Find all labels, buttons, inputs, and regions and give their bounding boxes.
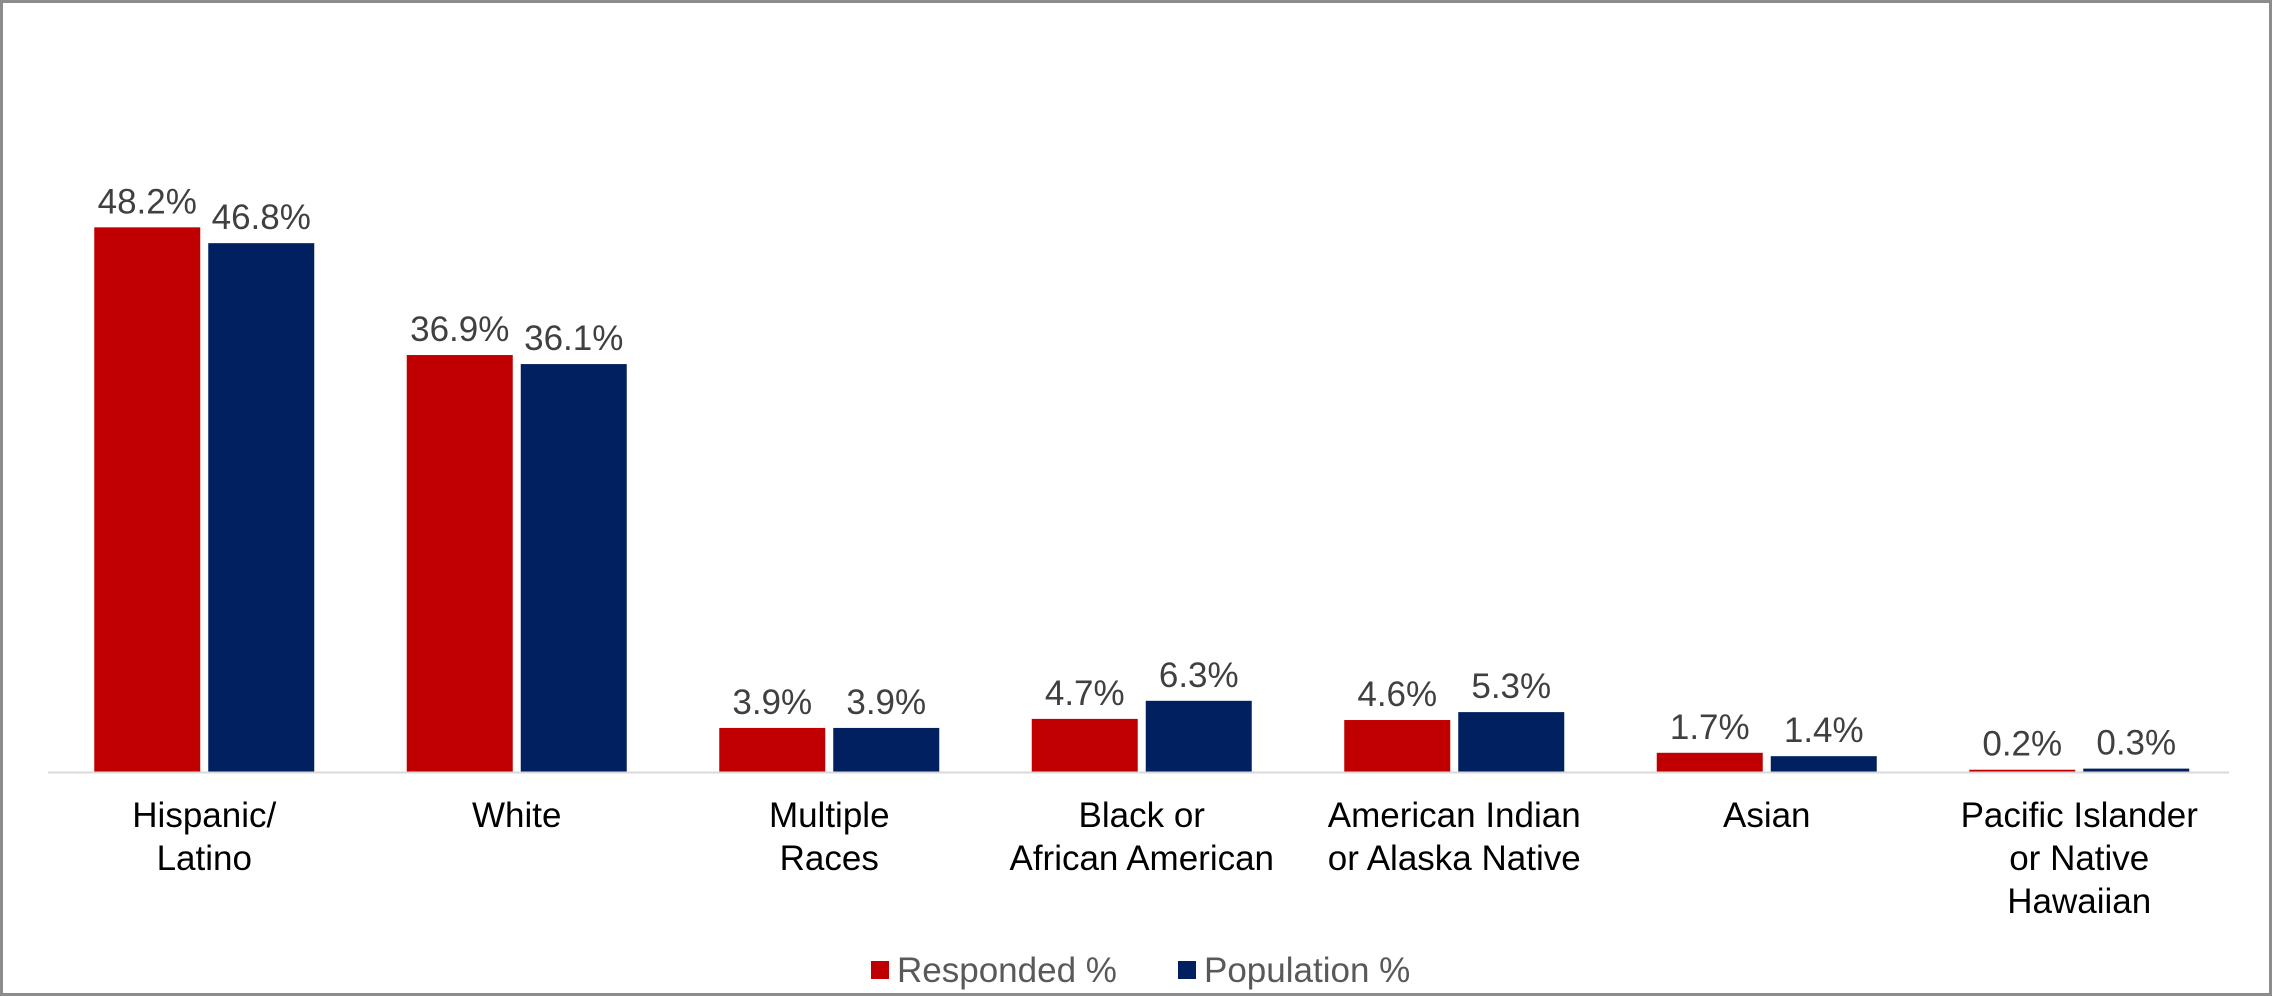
bar-responded-1 bbox=[406, 355, 513, 772]
category-label-2: Multiple Races bbox=[769, 796, 890, 878]
legend-item-responded-label: Responded % bbox=[897, 951, 1117, 990]
value-labels-layer: 48.2% 46.8% 36.9% 36.1% 3.9% 3.9% 4.7% 6.3% 4.6%… bbox=[98, 182, 2177, 763]
data-label-responded-4: 4.6% bbox=[1357, 675, 1437, 714]
bar-responded-3 bbox=[1031, 718, 1138, 772]
category-label-4: American Indian or Alaska Native bbox=[1328, 796, 1581, 878]
bar-responded-0 bbox=[94, 227, 201, 773]
bar-population-2 bbox=[833, 727, 940, 772]
bar-population-6 bbox=[2083, 768, 2190, 772]
category-label-1: White bbox=[472, 796, 561, 835]
data-label-responded-1: 36.9% bbox=[410, 310, 509, 349]
data-label-population-2: 3.9% bbox=[846, 683, 926, 722]
legend-item-population-swatch bbox=[1178, 961, 1196, 979]
bar-population-0 bbox=[208, 243, 315, 772]
data-label-responded-2: 3.9% bbox=[732, 683, 812, 722]
bar-population-1 bbox=[520, 364, 627, 772]
legend: Responded % Population % bbox=[871, 951, 1410, 990]
bars-layer bbox=[94, 227, 2190, 773]
data-label-population-6: 0.3% bbox=[2096, 724, 2176, 763]
legend-item-responded-swatch bbox=[871, 961, 889, 979]
bar-population-4 bbox=[1458, 712, 1565, 772]
category-label-0: Hispanic/Latino bbox=[132, 796, 276, 878]
bar-population-3 bbox=[1145, 700, 1252, 772]
data-label-responded-5: 1.7% bbox=[1670, 708, 1750, 747]
category-label-3: Black or African American bbox=[1009, 796, 1274, 878]
bar-responded-5 bbox=[1656, 752, 1763, 772]
data-label-population-1: 36.1% bbox=[524, 319, 623, 358]
bar-population-5 bbox=[1770, 756, 1877, 772]
data-label-population-3: 6.3% bbox=[1159, 656, 1239, 695]
legend-item-population: Population % bbox=[1178, 951, 1410, 990]
data-label-population-5: 1.4% bbox=[1784, 711, 1864, 750]
data-label-responded-0: 48.2% bbox=[98, 182, 197, 221]
bar-responded-2 bbox=[719, 727, 826, 772]
bar-responded-6 bbox=[1969, 769, 2076, 772]
category-labels-layer: Hispanic/Latino White Multiple Races Black o… bbox=[132, 796, 2198, 921]
category-label-6: Pacific Islander or Native Hawaiian bbox=[1961, 796, 2199, 921]
category-label-5: Asian bbox=[1723, 796, 1811, 835]
legend-item-population-label: Population % bbox=[1204, 951, 1410, 990]
data-label-population-4: 5.3% bbox=[1471, 667, 1551, 706]
bar-chart: 48.2% 46.8% 36.9% 36.1% 3.9% 3.9% 4.7% 6.3% 4.6%… bbox=[48, 182, 2229, 990]
data-label-responded-6: 0.2% bbox=[1982, 725, 2062, 764]
legend-item-responded: Responded % bbox=[871, 951, 1117, 990]
bar-responded-4 bbox=[1344, 720, 1451, 772]
data-label-population-0: 46.8% bbox=[212, 198, 311, 237]
data-label-responded-3: 4.7% bbox=[1045, 674, 1125, 713]
